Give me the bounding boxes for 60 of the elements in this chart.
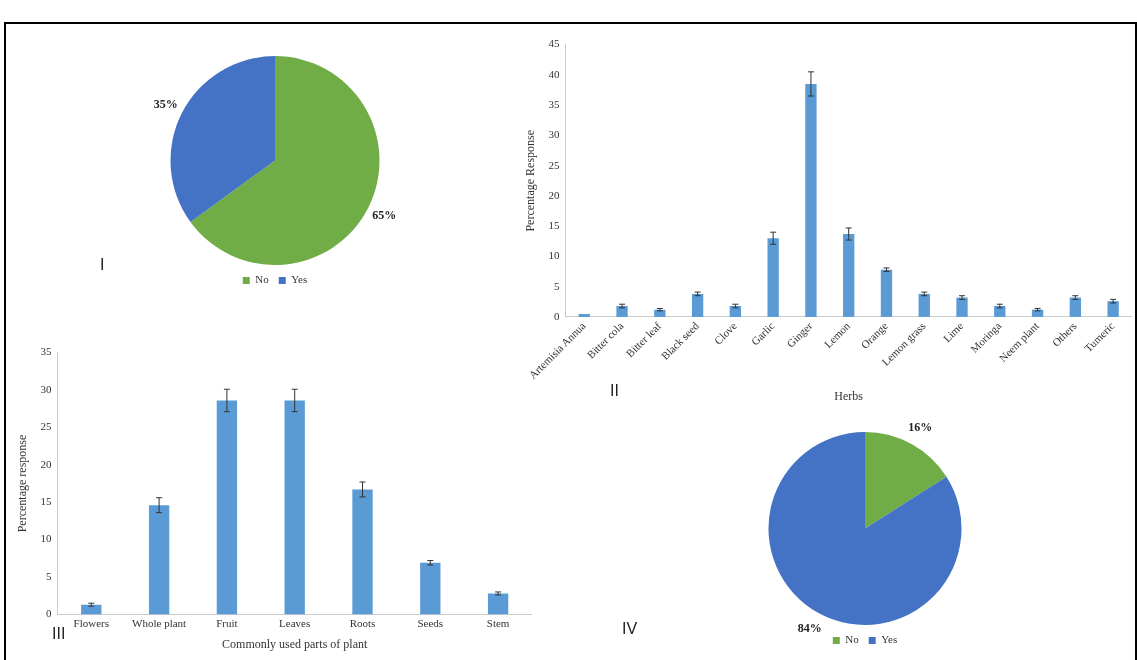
y-tick-label: 20 — [40, 457, 52, 470]
bar — [994, 306, 1006, 317]
y-axis-title: Percentage Response — [523, 129, 538, 232]
bar — [1069, 297, 1082, 317]
y-tick-label: 35 — [40, 345, 52, 358]
x-tick-label: Leaves — [279, 616, 311, 629]
y-tick-label: 20 — [548, 188, 560, 201]
y-tick-label: 40 — [548, 67, 560, 80]
y-tick-label: 30 — [548, 128, 560, 141]
bar — [843, 234, 855, 317]
y-tick-label: 25 — [548, 158, 560, 171]
y-tick-label: 15 — [548, 219, 560, 232]
x-tick-label: Whole plant — [132, 616, 187, 629]
text: II — [610, 382, 619, 400]
x-axis-title: Commonly used parts of plant — [222, 636, 369, 651]
x-tick-label: Flowers — [73, 616, 110, 629]
text: I — [100, 256, 105, 274]
bar — [216, 400, 238, 615]
x-tick-label: Fruit — [216, 616, 238, 629]
bar — [805, 83, 817, 317]
x-axis-title: Herbs — [834, 388, 864, 403]
y-axis-title: Percentage response — [15, 434, 30, 533]
data-label: 84% — [797, 620, 822, 635]
x-tick-label: Roots — [349, 616, 376, 629]
x-tick-label: Seeds — [417, 616, 444, 629]
data-label: 35% — [153, 96, 178, 111]
y-tick-label: 15 — [40, 495, 52, 508]
bar — [616, 306, 628, 317]
y-tick-label: 25 — [40, 420, 52, 433]
y-tick-label: 35 — [548, 98, 560, 110]
bar — [148, 505, 170, 615]
y-tick-label: 5 — [553, 279, 560, 292]
bar — [729, 306, 742, 317]
y-tick-label: 0 — [553, 309, 560, 322]
y-tick-label: 45 — [548, 37, 560, 50]
bar — [956, 297, 968, 317]
data-label: 16% — [908, 420, 933, 435]
legend-label: Yes — [881, 633, 898, 646]
bar — [1107, 301, 1119, 317]
bar — [767, 238, 779, 317]
legend-label: Yes — [291, 273, 308, 286]
y-tick-label: 5 — [45, 569, 52, 582]
bar — [578, 313, 590, 317]
bar — [918, 293, 930, 317]
legend-label: No — [845, 633, 860, 646]
text: IV — [622, 620, 638, 638]
y-tick-label: 0 — [45, 607, 52, 620]
bar — [880, 269, 893, 317]
y-tick-label: 30 — [40, 382, 52, 395]
legend-label: No — [255, 273, 270, 286]
bar — [352, 489, 373, 615]
x-tick-label: Stem — [486, 616, 510, 629]
data-label: 65% — [372, 208, 397, 223]
text: III — [52, 625, 66, 643]
y-tick-label: 10 — [40, 532, 52, 545]
y-tick-label: 10 — [548, 249, 560, 262]
bar — [284, 400, 305, 615]
bar — [420, 562, 441, 615]
bar — [691, 293, 704, 317]
bar — [487, 593, 509, 615]
